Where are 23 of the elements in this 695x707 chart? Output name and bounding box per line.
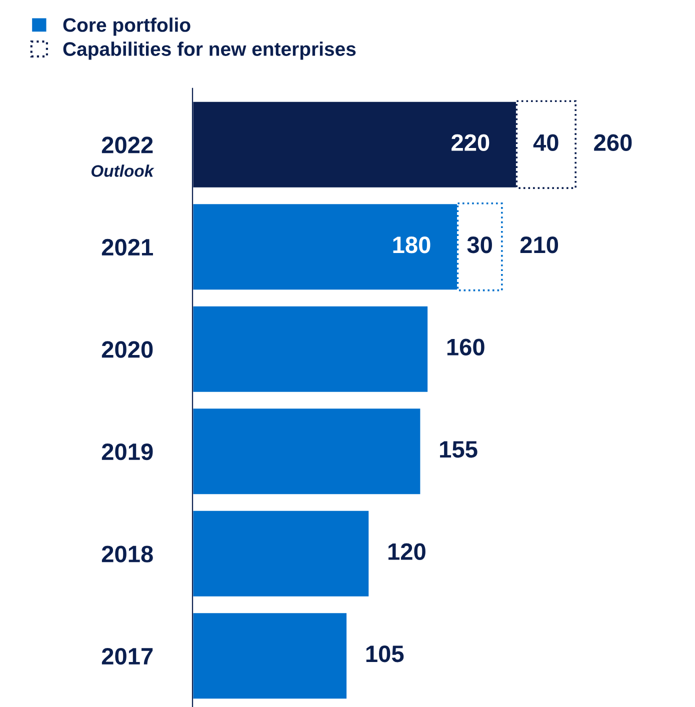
y-tick-label: 2021 <box>102 238 153 256</box>
data-label: 30 <box>467 236 492 254</box>
total-label: 260 <box>594 134 632 151</box>
bar <box>192 509 370 598</box>
bar <box>192 304 429 394</box>
bar <box>192 407 422 496</box>
legend-label: Core portfolio <box>63 18 190 36</box>
y-tick-label: 2018 <box>102 546 153 562</box>
legend-label: Capabilities for new enterprises <box>63 42 356 60</box>
data-label: 180 <box>393 236 430 254</box>
y-tick-label: 2022 <box>102 136 153 154</box>
data-label: 220 <box>452 134 490 151</box>
total-label: 210 <box>520 236 558 254</box>
total-label: 105 <box>366 645 404 662</box>
total-label: 160 <box>447 338 484 356</box>
bar <box>192 612 348 700</box>
y-tick-label: 2017 <box>102 648 153 665</box>
y-tick-label: 2020 <box>102 341 153 358</box>
total-label: 120 <box>388 543 426 560</box>
total-label: 155 <box>440 441 478 458</box>
data-label: 40 <box>533 134 558 151</box>
text: Outlook <box>91 164 154 177</box>
y-tick-label: 2019 <box>102 443 153 460</box>
